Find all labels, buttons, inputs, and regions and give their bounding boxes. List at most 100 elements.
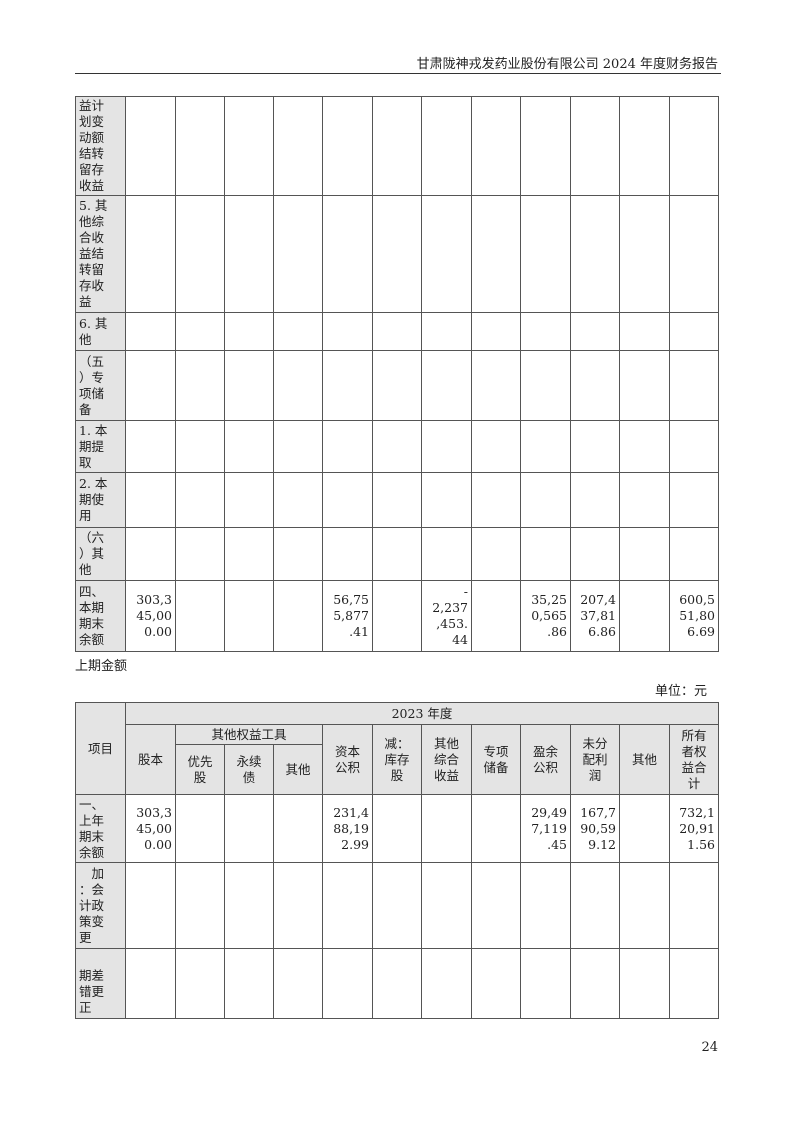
table-cell bbox=[273, 420, 323, 473]
table-cell bbox=[372, 96, 422, 196]
table-cell bbox=[125, 96, 176, 196]
table-cell bbox=[273, 580, 323, 652]
table-cell bbox=[471, 948, 521, 1019]
table-cell: 35,25 0,565 .86 bbox=[520, 580, 571, 652]
table-cell bbox=[224, 350, 274, 421]
table-cell bbox=[175, 96, 225, 196]
row-label: 益计 划变 动额 结转 留存 收益 bbox=[75, 96, 126, 196]
table-cell bbox=[273, 96, 323, 196]
table-row: 益计 划变 动额 结转 留存 收益 bbox=[75, 96, 719, 196]
table-cell bbox=[224, 195, 274, 313]
table-cell bbox=[619, 195, 670, 313]
table-row: （五 ）专 项储 备 bbox=[75, 350, 719, 421]
table-cell bbox=[570, 527, 620, 581]
table-cell bbox=[322, 527, 373, 581]
equity-change-table-prior: 项目 2023 年度 股本 其他权益工具 资本 公积 减： 库存 股其他 综合 收益 专项 … bbox=[75, 702, 719, 1019]
table-row: （六 ）其 他 bbox=[75, 527, 719, 581]
table-cell bbox=[520, 195, 571, 313]
table-cell bbox=[421, 420, 472, 473]
page-number: 24 bbox=[701, 1040, 718, 1055]
table-cell bbox=[175, 472, 225, 528]
table-cell bbox=[421, 948, 472, 1019]
item-header: 项目 bbox=[75, 702, 126, 795]
table-row: 6. 其 他 bbox=[75, 312, 719, 351]
table-cell bbox=[322, 312, 373, 351]
year-header: 2023 年度 bbox=[125, 702, 719, 725]
table-cell bbox=[273, 472, 323, 528]
row-label: 期差 错更 正 bbox=[75, 948, 126, 1019]
table-cell bbox=[125, 862, 176, 949]
table-cell bbox=[322, 472, 373, 528]
table-cell bbox=[471, 350, 521, 421]
table-cell bbox=[372, 580, 422, 652]
table-cell bbox=[570, 96, 620, 196]
table-row: 加 ：会 计政 策变 更 bbox=[75, 862, 719, 949]
column-header: 永续 债 bbox=[224, 744, 274, 795]
table-cell bbox=[570, 312, 620, 351]
table-cell bbox=[224, 96, 274, 196]
table-cell bbox=[322, 195, 373, 313]
table-cell bbox=[619, 472, 670, 528]
table-cell bbox=[372, 862, 422, 949]
table-cell bbox=[669, 862, 719, 949]
table-cell bbox=[471, 527, 521, 581]
table-cell: 303,3 45,00 0.00 bbox=[125, 794, 176, 863]
table-cell bbox=[471, 794, 521, 863]
table-cell bbox=[669, 312, 719, 351]
table-cell bbox=[471, 195, 521, 313]
column-header: 所有 者权 益合 计 bbox=[669, 724, 719, 795]
table-row: 1. 本 期提 取 bbox=[75, 420, 719, 473]
table-cell bbox=[619, 527, 670, 581]
table-cell bbox=[322, 948, 373, 1019]
table-cell bbox=[669, 948, 719, 1019]
table-cell bbox=[125, 527, 176, 581]
table-cell bbox=[421, 350, 472, 421]
table-cell bbox=[125, 948, 176, 1019]
row-label: 加 ：会 计政 策变 更 bbox=[75, 862, 126, 949]
table-cell bbox=[224, 948, 274, 1019]
column-header: 优先 股 bbox=[175, 744, 225, 795]
table-cell bbox=[520, 350, 571, 421]
table-cell bbox=[619, 794, 670, 863]
table-cell bbox=[175, 948, 225, 1019]
table-cell: 231,4 88,19 2.99 bbox=[322, 794, 373, 863]
table-cell bbox=[224, 794, 274, 863]
table-cell bbox=[421, 527, 472, 581]
table-cell bbox=[372, 794, 422, 863]
header-divider bbox=[75, 73, 721, 74]
table-cell bbox=[322, 350, 373, 421]
table-cell bbox=[669, 350, 719, 421]
table-row: 期差 错更 正 bbox=[75, 948, 719, 1019]
table-cell bbox=[175, 420, 225, 473]
table-cell bbox=[520, 527, 571, 581]
table-cell bbox=[273, 948, 323, 1019]
table-cell bbox=[322, 96, 373, 196]
column-header: 其他 bbox=[273, 744, 323, 795]
table-cell bbox=[125, 312, 176, 351]
table-cell bbox=[372, 948, 422, 1019]
table-row: 2. 本 期使 用 bbox=[75, 472, 719, 528]
table-cell bbox=[322, 862, 373, 949]
table-cell bbox=[570, 420, 620, 473]
unit-label: 单位：元 bbox=[654, 684, 707, 699]
table-cell bbox=[619, 312, 670, 351]
equity-change-table-current: 益计 划变 动额 结转 留存 收益 5. 其 他综 合收 益结 转留 存收 益 6.… bbox=[75, 96, 719, 652]
row-label: 一、 上年 期末 余额 bbox=[75, 794, 126, 863]
table-cell bbox=[372, 350, 422, 421]
section-title: 上期金额 bbox=[75, 659, 128, 674]
table-cell bbox=[125, 350, 176, 421]
table-cell: 207,4 37,81 6.86 bbox=[570, 580, 620, 652]
table-cell bbox=[224, 472, 274, 528]
table-cell bbox=[125, 195, 176, 313]
table-cell bbox=[570, 948, 620, 1019]
table-cell bbox=[520, 420, 571, 473]
table-cell bbox=[224, 420, 274, 473]
table-cell bbox=[273, 527, 323, 581]
table-row: 一、 上年 期末 余额 303,3 45,00 0.00 231,4 88,19 2… bbox=[75, 794, 719, 863]
table-cell bbox=[224, 312, 274, 351]
row-label: 2. 本 期使 用 bbox=[75, 472, 126, 528]
table-cell: 29,49 7,119 .45 bbox=[520, 794, 571, 863]
column-header: 专项 储备 bbox=[471, 724, 521, 795]
table-cell: 600,5 51,80 6.69 bbox=[669, 580, 719, 652]
table-cell bbox=[570, 350, 620, 421]
